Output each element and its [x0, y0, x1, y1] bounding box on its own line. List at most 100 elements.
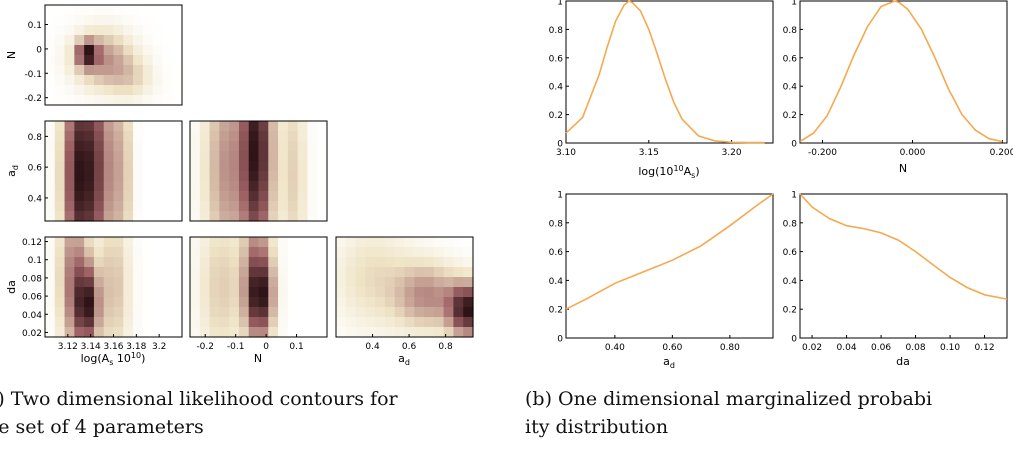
density-cell: [142, 247, 154, 258]
density-cell: [229, 297, 240, 308]
density-cell: [345, 267, 357, 278]
density-cell: [123, 327, 134, 338]
density-cell: [384, 277, 396, 288]
density-cell: [172, 65, 183, 76]
density-cell: [93, 85, 105, 96]
density-cell: [297, 307, 309, 318]
density-cell: [74, 237, 85, 248]
density-cell: [219, 307, 230, 318]
density-cell: [172, 201, 183, 212]
density-cell: [258, 191, 269, 202]
density-cell: [258, 287, 269, 298]
density-cell: [190, 297, 201, 308]
density-cell: [162, 5, 173, 16]
density-cell: [238, 237, 250, 248]
density-cell: [93, 161, 105, 172]
density-cell: [268, 181, 279, 192]
density-cell: [113, 95, 124, 106]
heatmap-panel: [45, 5, 183, 106]
density-cell: [209, 297, 220, 308]
density-cell: [84, 131, 95, 142]
density-cell: [268, 277, 279, 288]
density-cell: [317, 171, 328, 182]
y-tick-label: 0: [36, 45, 42, 55]
density-cell: [64, 237, 75, 248]
density-cell: [278, 201, 289, 212]
density-cell: [123, 131, 134, 142]
density-cell: [162, 121, 173, 132]
density-cell: [123, 121, 134, 132]
density-cell: [229, 191, 240, 202]
density-cell: [190, 277, 201, 288]
x-axis-label: ad: [398, 352, 410, 367]
density-cell: [219, 201, 230, 212]
density-cell: [278, 141, 289, 152]
density-cell: [307, 201, 318, 212]
density-cell: [404, 277, 415, 288]
density-cell: [103, 25, 115, 36]
density-cell: [248, 267, 260, 278]
y-tick-label: 0.6: [549, 54, 564, 64]
density-cell: [433, 287, 445, 298]
density-cell: [229, 287, 240, 298]
density-cell: [209, 287, 220, 298]
density-cell: [152, 247, 164, 258]
density-cell: [463, 307, 474, 318]
density-cell: [113, 161, 124, 172]
density-cell: [162, 277, 173, 288]
x-tick-label: 3.2: [152, 342, 166, 352]
density-cell: [54, 15, 66, 26]
x-tick-label: 0.12: [975, 343, 995, 353]
density-cell: [84, 277, 95, 288]
density-cell: [463, 237, 474, 248]
density-cell: [152, 191, 164, 202]
density-cell: [190, 287, 201, 298]
density-cell: [453, 327, 464, 338]
density-cell: [142, 35, 154, 46]
density-cell: [219, 181, 230, 192]
density-cell: [307, 267, 318, 278]
density-cell: [268, 327, 279, 338]
density-cell: [142, 85, 154, 96]
density-cell: [336, 247, 347, 258]
density-cell: [209, 267, 220, 278]
density-cell: [268, 287, 279, 298]
density-cell: [355, 327, 366, 338]
density-cell: [307, 277, 318, 288]
density-cell: [384, 237, 396, 248]
density-cell: [133, 267, 144, 278]
density-cell: [93, 237, 105, 248]
density-cell: [45, 317, 56, 328]
density-cell: [453, 247, 464, 258]
density-cell: [133, 277, 144, 288]
density-cell: [433, 237, 445, 248]
density-cell: [268, 121, 279, 132]
density-cell: [74, 247, 85, 258]
density-cell: [317, 191, 328, 202]
density-cell: [152, 307, 164, 318]
density-cell: [375, 267, 386, 278]
density-cell: [190, 151, 201, 162]
density-cell: [172, 181, 183, 192]
density-cell: [162, 161, 173, 172]
density-cell: [219, 191, 230, 202]
density-cell: [414, 257, 425, 268]
density-cell: [54, 25, 66, 36]
density-cell: [45, 85, 56, 96]
density-cell: [64, 161, 75, 172]
density-cell: [355, 267, 366, 278]
density-cell: [433, 247, 445, 258]
x-axis-label: da: [896, 355, 910, 368]
density-cell: [229, 307, 240, 318]
density-cell: [238, 297, 250, 308]
density-cell: [258, 211, 269, 222]
density-cell: [74, 287, 85, 298]
density-cell: [64, 201, 75, 212]
density-cell: [219, 297, 230, 308]
density-cell: [248, 211, 260, 222]
density-cell: [45, 201, 56, 212]
density-cell: [375, 247, 386, 258]
panel-frame: [44, 4, 183, 106]
density-cell: [133, 15, 144, 26]
density-cell: [317, 211, 328, 222]
